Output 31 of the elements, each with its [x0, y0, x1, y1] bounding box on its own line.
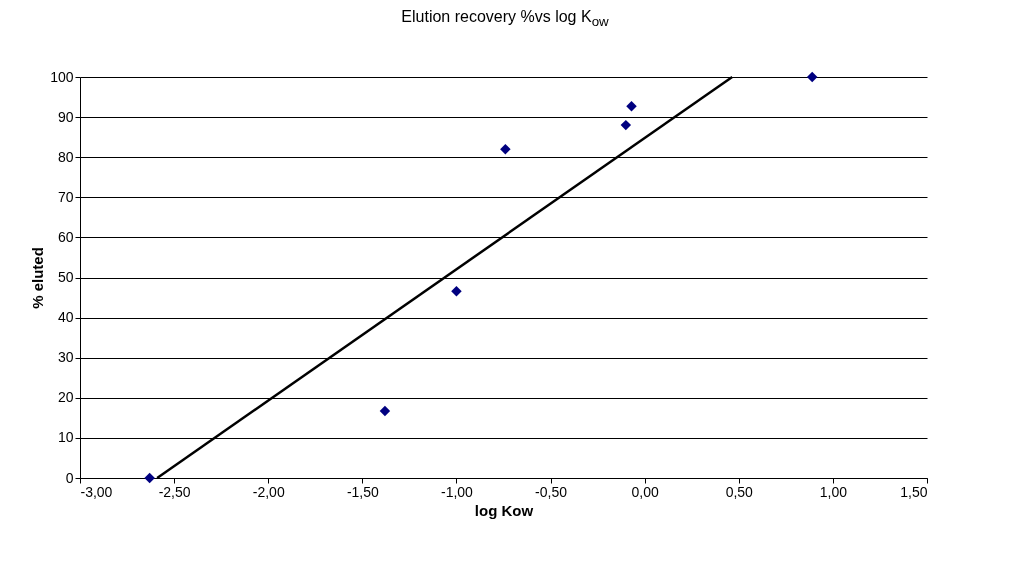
x-tick-label: -2,00 — [252, 483, 285, 500]
point — [806, 71, 818, 83]
y-tick-label: 100 — [50, 68, 74, 85]
point — [620, 119, 632, 131]
y-tick-label: 30 — [57, 349, 74, 366]
y-tick-label: 40 — [57, 309, 74, 326]
x-tick-label: -1,50 — [346, 483, 379, 500]
x-tick-label: 0,50 — [725, 483, 754, 500]
y-axis-title: % eluted — [29, 247, 47, 309]
y-tick-label: 0 — [65, 469, 74, 486]
y-tick-label: 20 — [57, 389, 74, 406]
x-tick-label: -0,50 — [535, 483, 568, 500]
x-tick-label: -2,50 — [158, 483, 191, 500]
point — [500, 143, 511, 155]
x-tick-label: 1,50 — [900, 483, 928, 500]
chart-title: Elution recovery %vs log K$_{ow}$ — [400, 8, 610, 30]
x-tick-label: 1,00 — [819, 483, 848, 500]
x-tick-label: -1,00 — [440, 483, 474, 500]
y-tick-label: 60 — [57, 228, 74, 245]
x-tick-label: -3,00 — [80, 483, 113, 500]
x-axis-title: log Kow — [474, 501, 534, 519]
y-tick-label: 70 — [57, 188, 74, 205]
point — [626, 101, 637, 112]
y-tick-label: 90 — [57, 108, 74, 125]
x-tick-label: 0,00 — [631, 483, 659, 500]
y-tick-label: 80 — [57, 148, 74, 165]
y-tick-label: 10 — [57, 429, 74, 446]
point — [144, 472, 155, 484]
point — [451, 285, 462, 297]
y-tick-label: 50 — [57, 269, 74, 285]
point — [379, 405, 391, 417]
